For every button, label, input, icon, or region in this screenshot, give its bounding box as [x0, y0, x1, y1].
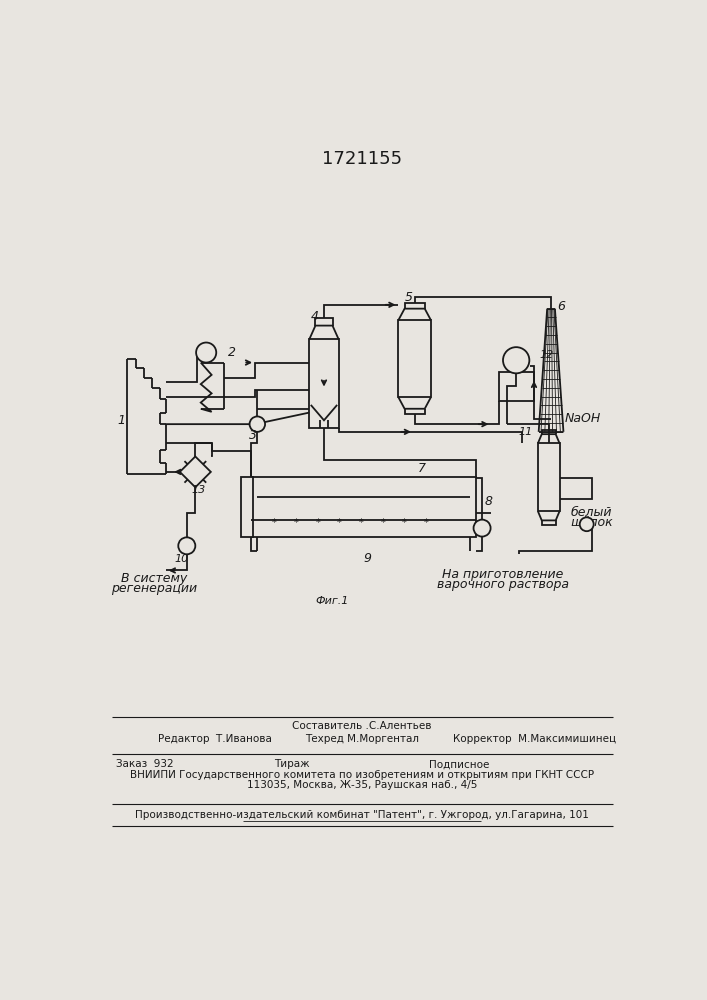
- Text: 2: 2: [228, 346, 235, 359]
- Bar: [251, 477, 476, 537]
- Text: На приготовление: На приготовление: [443, 568, 563, 581]
- Circle shape: [196, 343, 216, 363]
- Text: *: *: [272, 518, 276, 528]
- Text: регенерации: регенерации: [111, 582, 197, 595]
- Text: Тираж: Тираж: [274, 759, 310, 769]
- Text: 6: 6: [557, 300, 566, 313]
- Text: 7: 7: [418, 462, 426, 475]
- Text: 113035, Москва, Ж-35, Раушская наб., 4/5: 113035, Москва, Ж-35, Раушская наб., 4/5: [247, 780, 477, 790]
- Text: 1: 1: [117, 414, 125, 427]
- Text: В систему: В систему: [121, 572, 187, 585]
- Text: ВНИИПИ Государственного комитета по изобретениям и открытиям при ГКНТ СССР: ВНИИПИ Государственного комитета по изоб…: [130, 770, 594, 780]
- Polygon shape: [180, 456, 211, 487]
- Text: Производственно-издательский комбинат "Патент", г. Ужгород, ул.Гагарина, 101: Производственно-издательский комбинат "П…: [135, 810, 589, 820]
- Text: 8: 8: [485, 495, 493, 508]
- Text: 3: 3: [249, 429, 257, 442]
- Text: Фиг.1: Фиг.1: [316, 596, 349, 606]
- Text: *: *: [402, 518, 407, 528]
- Text: Составитель .С.Алентьев: Составитель .С.Алентьев: [292, 721, 432, 731]
- Text: Заказ  932: Заказ 932: [115, 759, 173, 769]
- Text: *: *: [380, 518, 385, 528]
- Text: 5: 5: [404, 291, 412, 304]
- Text: *: *: [293, 518, 298, 528]
- Text: 10: 10: [174, 554, 189, 564]
- Text: 9: 9: [363, 552, 371, 565]
- Text: 1721155: 1721155: [322, 149, 402, 167]
- Text: *: *: [337, 518, 342, 528]
- Text: NaOH: NaOH: [565, 412, 601, 425]
- Bar: [241, 477, 252, 537]
- Text: Подписное: Подписное: [429, 759, 490, 769]
- Text: Техред М.Моргентал: Техред М.Моргентал: [305, 734, 419, 744]
- Text: *: *: [315, 518, 320, 528]
- Circle shape: [474, 520, 491, 537]
- Text: *: *: [424, 518, 428, 528]
- Text: Редактор  Т.Иванова: Редактор Т.Иванова: [158, 734, 272, 744]
- Text: Корректор  М.Максимишинец: Корректор М.Максимишинец: [452, 734, 616, 744]
- Bar: [398, 320, 431, 397]
- Bar: [538, 443, 559, 511]
- Text: варочного раствора: варочного раствора: [437, 578, 569, 591]
- Text: белый: белый: [571, 506, 612, 519]
- Text: 4: 4: [310, 310, 319, 323]
- Text: *: *: [358, 518, 363, 528]
- Circle shape: [503, 347, 530, 373]
- Text: 12: 12: [539, 350, 554, 360]
- Bar: [309, 339, 339, 428]
- Text: 11: 11: [518, 427, 532, 437]
- Text: 13: 13: [192, 485, 206, 495]
- Bar: [499, 372, 534, 401]
- Text: щёлок: щёлок: [571, 516, 613, 529]
- Circle shape: [250, 416, 265, 432]
- Circle shape: [178, 537, 195, 554]
- Circle shape: [580, 517, 594, 531]
